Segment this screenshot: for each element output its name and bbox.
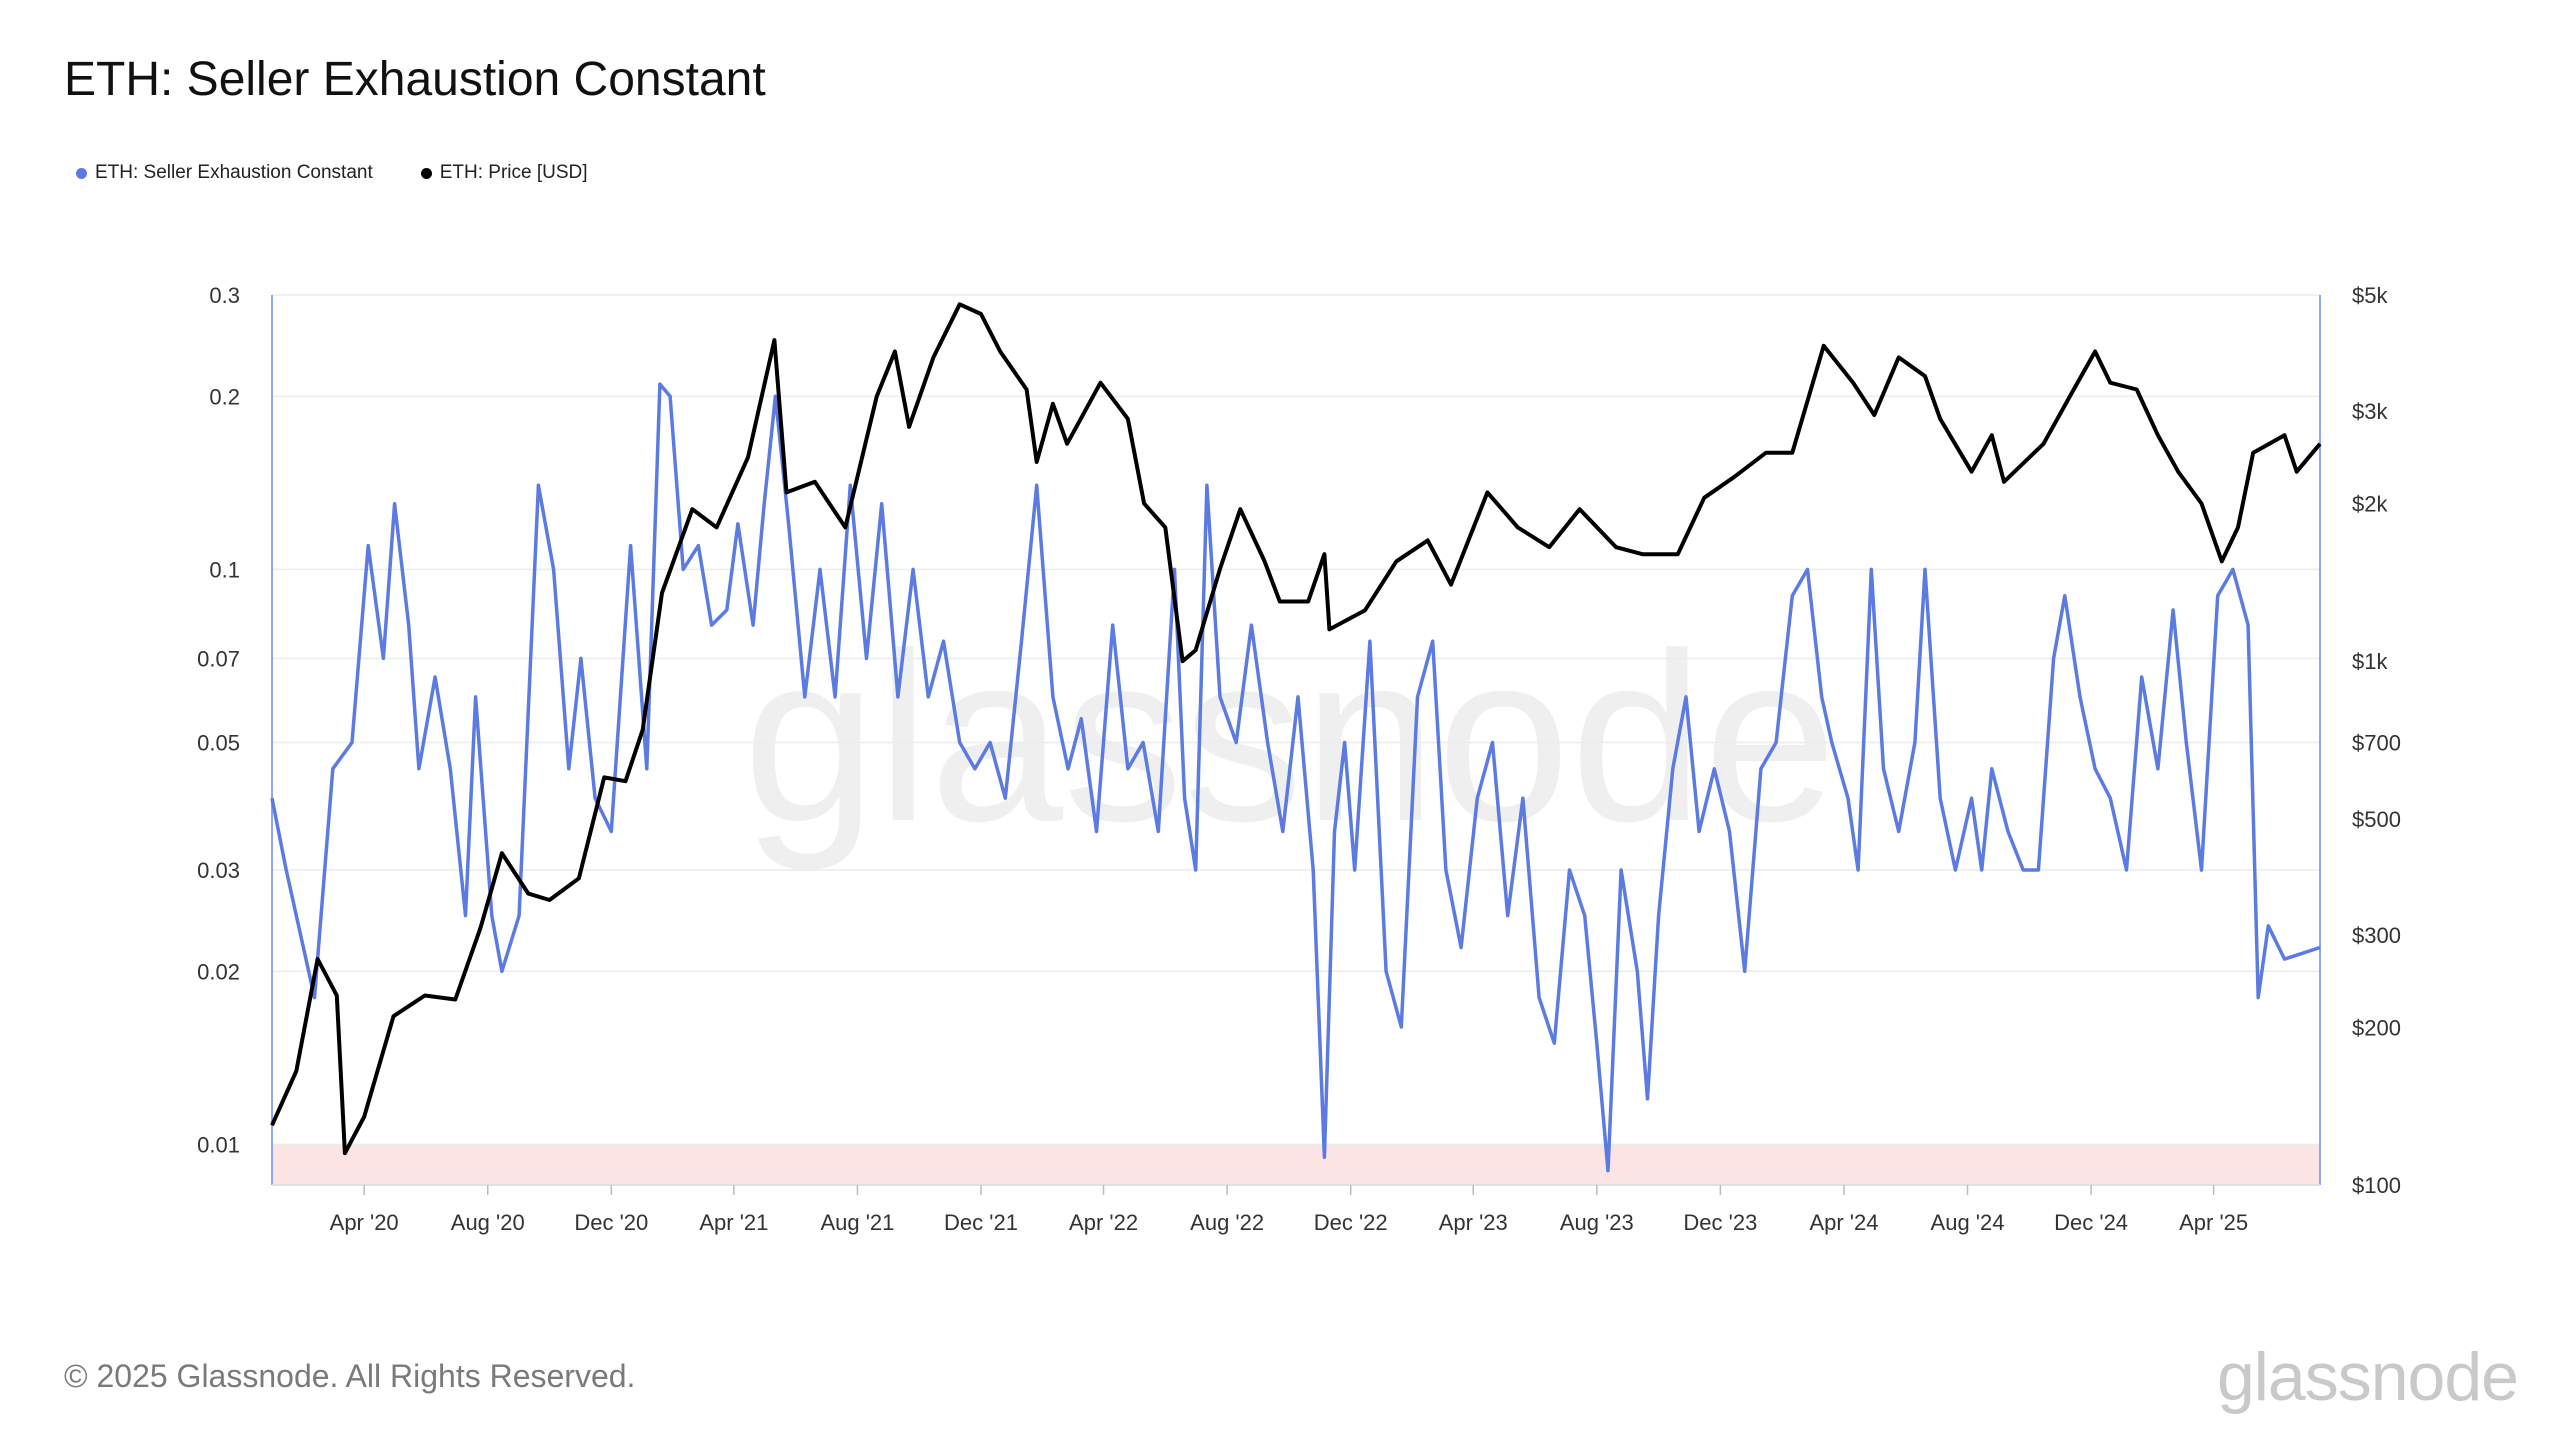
x-tick-label: Dec '21 <box>944 1210 1018 1235</box>
left-tick-label: 0.2 <box>209 384 240 409</box>
chart-title: ETH: Seller Exhaustion Constant <box>64 53 766 106</box>
right-axis-ticks: $5k $3k $2k $1k $700 $500 $300 $200 $100 <box>2352 283 2401 1198</box>
right-tick-label: $300 <box>2352 923 2401 948</box>
left-tick-label: 0.01 <box>197 1132 240 1157</box>
left-tick-label: 0.03 <box>197 858 240 883</box>
legend: ETH: Seller Exhaustion Constant ETH: Pri… <box>76 162 588 184</box>
right-tick-label: $2k <box>2352 491 2388 516</box>
x-tick-label: Aug '20 <box>451 1210 525 1235</box>
legend-dot-price <box>420 167 432 179</box>
left-tick-label: 0.3 <box>209 283 240 308</box>
right-tick-label: $700 <box>2352 730 2401 755</box>
gridlines <box>272 294 2320 1146</box>
series-line-seller-exhaustion[interactable] <box>270 382 2321 1173</box>
copyright-footer: © 2025 Glassnode. All Rights Reserved. <box>64 1358 636 1394</box>
legend-dot-sec <box>76 167 87 179</box>
x-tick-label: Aug '21 <box>820 1210 894 1235</box>
x-tick-label: Dec '24 <box>2054 1210 2128 1235</box>
x-tick-label: Aug '22 <box>1190 1210 1264 1235</box>
left-axis-ticks: 0.3 0.2 0.1 0.07 0.05 0.03 0.02 0.01 <box>197 283 240 1157</box>
right-tick-label: $500 <box>2352 807 2401 832</box>
right-tick-label: $1k <box>2352 649 2388 674</box>
right-tick-label: $5k <box>2352 283 2388 308</box>
x-tick-label: Apr '24 <box>1809 1210 1878 1235</box>
legend-item-sec[interactable]: ETH: Seller Exhaustion Constant <box>76 162 373 184</box>
left-tick-label: 0.07 <box>197 646 240 671</box>
threshold-band <box>272 1144 2320 1185</box>
legend-label-sec: ETH: Seller Exhaustion Constant <box>95 162 373 183</box>
right-tick-label: $200 <box>2352 1015 2401 1040</box>
x-tick-label: Dec '22 <box>1314 1210 1388 1235</box>
x-tick-label: Apr '25 <box>2179 1210 2248 1235</box>
left-tick-label: 0.1 <box>209 557 240 582</box>
x-tick-label: Aug '24 <box>1931 1210 2005 1235</box>
left-tick-label: 0.02 <box>197 959 240 984</box>
right-tick-label: $100 <box>2352 1173 2401 1198</box>
x-tick-label: Aug '23 <box>1560 1210 1634 1235</box>
x-tick-label: Dec '23 <box>1683 1210 1757 1235</box>
legend-label-price: ETH: Price [USD] <box>439 162 588 183</box>
brand-logo: glassnode <box>2216 1339 2519 1415</box>
x-tick-label: Apr '20 <box>330 1210 399 1235</box>
axes <box>271 295 2321 1186</box>
x-tick-label: Apr '21 <box>699 1210 768 1235</box>
left-tick-label: 0.05 <box>197 730 240 755</box>
legend-item-price[interactable]: ETH: Price [USD] <box>420 162 588 184</box>
x-axis-ticks: Apr '20 Aug '20 Dec '20 Apr '21 Aug '21 Dec '… <box>330 1185 2248 1235</box>
watermark-text: glassnode <box>743 603 1837 871</box>
x-tick-label: Apr '23 <box>1439 1210 1508 1235</box>
series-line-eth-price[interactable] <box>270 302 2322 1156</box>
right-tick-label: $3k <box>2352 399 2388 424</box>
x-tick-label: Apr '22 <box>1069 1210 1138 1235</box>
x-tick-label: Dec '20 <box>574 1210 648 1235</box>
